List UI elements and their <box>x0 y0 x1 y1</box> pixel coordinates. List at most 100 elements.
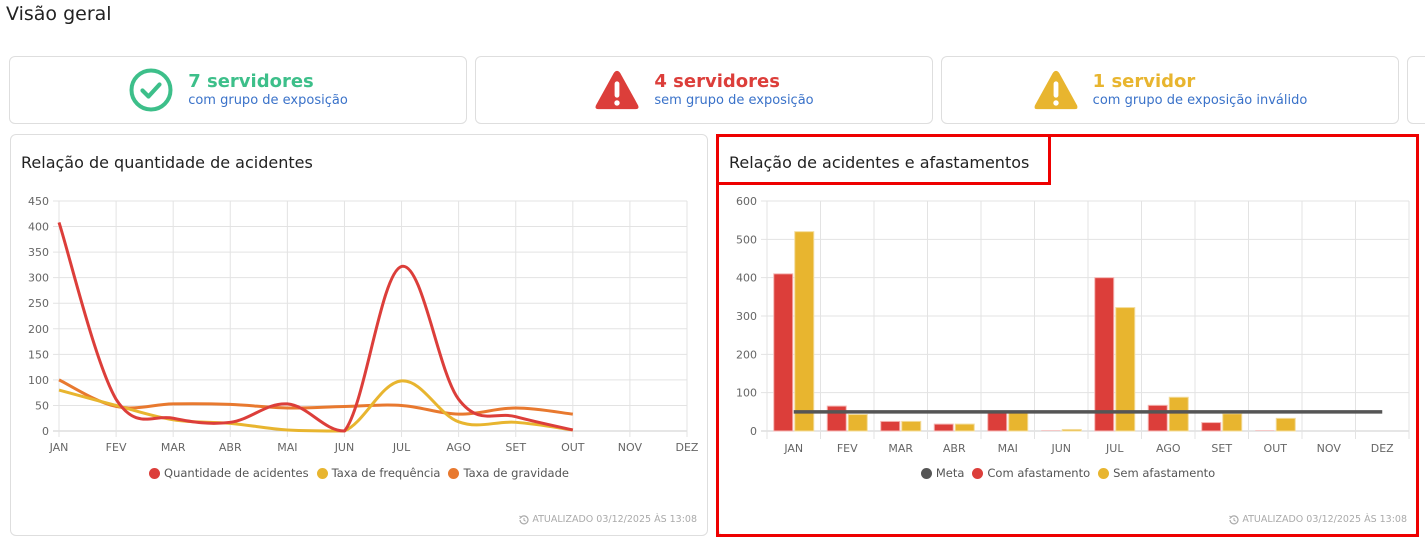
bar[interactable] <box>1255 430 1275 431</box>
x-tick-label: DEZ <box>1371 442 1394 455</box>
y-tick-label: 100 <box>28 374 49 387</box>
y-tick-label: 150 <box>28 348 49 361</box>
updated-text: ATUALIZADO 03/12/2025 ÀS 13:08 <box>1242 514 1407 525</box>
series-line[interactable] <box>58 379 574 433</box>
updated-timestamp: ATUALIZADO 03/12/2025 ÀS 13:08 <box>1229 514 1407 525</box>
y-tick-label: 200 <box>28 323 49 336</box>
y-tick-label: 300 <box>736 310 757 323</box>
series-line[interactable] <box>57 222 574 433</box>
y-tick-label: 100 <box>736 387 757 400</box>
x-tick-label: NOV <box>618 441 643 454</box>
updated-timestamp: ATUALIZADO 03/12/2025 ÀS 13:08 <box>519 514 697 525</box>
accidents-line-chart[interactable]: 0 50 100 150 200 250 300 350 400 450 JAN FEV MAR ABR M… <box>11 135 709 495</box>
x-tick-label: SET <box>505 441 526 454</box>
y-tick-label: 400 <box>736 272 757 285</box>
bar[interactable] <box>1168 396 1189 432</box>
y-tick-label: 0 <box>42 425 49 438</box>
x-tick-label: FEV <box>106 441 127 454</box>
leaves-chart-panel: Relação de acidentes e afastamentos 0 100… <box>718 134 1418 536</box>
leaves-bar-chart[interactable]: 0 100 200 300 400 500 600 JAN FEV MAR ABR MAI JUN JUL… <box>719 135 1419 495</box>
bar[interactable] <box>1041 430 1061 431</box>
bar[interactable] <box>901 420 922 432</box>
panel-title: Relação de quantidade de acidentes <box>21 153 313 172</box>
x-tick-label: AGO <box>446 441 471 454</box>
x-tick-label: JUN <box>334 441 355 454</box>
x-tick-label: OUT <box>1264 442 1288 455</box>
y-tick-label: 600 <box>736 195 757 208</box>
stat-value: 1 servidor <box>1092 71 1196 92</box>
legend-dot-icon <box>1098 467 1110 479</box>
y-tick-label: 400 <box>28 221 49 234</box>
warning-triangle-icon <box>1033 67 1079 113</box>
y-tick-label: 250 <box>28 297 49 310</box>
legend-label: Com afastamento <box>987 466 1091 480</box>
bar[interactable] <box>1061 428 1082 432</box>
x-tick-label: DEZ <box>676 441 699 454</box>
legend-label: Taxa de frequência <box>331 466 441 480</box>
y-tick-label: 0 <box>750 425 757 438</box>
legend-item-frequency[interactable]: Taxa de frequência <box>316 466 441 480</box>
y-tick-label: 500 <box>736 233 757 246</box>
x-tick-label: ABR <box>219 441 242 454</box>
bar[interactable] <box>987 411 1008 432</box>
history-icon <box>519 514 529 524</box>
legend-dot-icon <box>149 467 161 479</box>
bar[interactable] <box>1115 307 1136 432</box>
bar[interactable] <box>794 231 815 432</box>
x-tick-label: MAR <box>161 441 186 454</box>
legend-item-quantity[interactable]: Quantidade de acidentes <box>149 466 309 480</box>
stat-description: com grupo de exposição <box>188 93 348 108</box>
x-tick-label: AGO <box>1156 442 1181 455</box>
check-circle-icon <box>128 67 174 113</box>
bar[interactable] <box>1222 413 1243 432</box>
bar[interactable] <box>1201 422 1222 432</box>
x-tick-label: SET <box>1211 442 1232 455</box>
legend-item-meta[interactable]: Meta <box>920 466 964 480</box>
chart-legend: Meta Com afastamento Sem afastamento <box>719 466 1417 480</box>
stat-card-with-exposure-group[interactable]: 7 servidores com grupo de exposição <box>9 56 467 124</box>
bar[interactable] <box>954 423 975 432</box>
warning-triangle-icon <box>594 67 640 113</box>
legend-label: Quantidade de acidentes <box>164 466 309 480</box>
y-tick-label: 350 <box>28 246 49 259</box>
legend-label: Sem afastamento <box>1113 466 1216 480</box>
stat-card-without-exposure-group[interactable]: 4 servidores sem grupo de exposição <box>475 56 933 124</box>
legend-item-without-leave[interactable]: Sem afastamento <box>1098 466 1215 480</box>
y-tick-label: 300 <box>28 272 49 285</box>
x-tick-label: NOV <box>1317 442 1342 455</box>
updated-text: ATUALIZADO 03/12/2025 ÀS 13:08 <box>532 514 697 525</box>
legend-item-severity[interactable]: Taxa de gravidade <box>448 466 569 480</box>
legend-dot-icon <box>316 467 328 479</box>
series-line[interactable] <box>58 378 573 416</box>
legend-dot-icon <box>920 467 932 479</box>
bar[interactable] <box>1094 277 1115 432</box>
chart-legend: Quantidade de acidentes Taxa de frequênc… <box>11 466 707 480</box>
x-tick-label: MAI <box>998 442 1018 455</box>
bar[interactable] <box>1147 404 1168 432</box>
stat-description: sem grupo de exposição <box>654 93 814 108</box>
stat-value: 4 servidores <box>654 71 780 92</box>
panel-title: Relação de acidentes e afastamentos <box>729 153 1030 172</box>
x-tick-label: ABR <box>943 442 966 455</box>
x-tick-label: JUL <box>1105 442 1124 455</box>
x-tick-label: FEV <box>837 442 858 455</box>
history-icon <box>1229 514 1239 524</box>
x-tick-label: OUT <box>561 441 585 454</box>
y-tick-label: 450 <box>28 195 49 208</box>
bar[interactable] <box>1275 417 1296 432</box>
stat-card-invalid-exposure-group[interactable]: 1 servidor com grupo de exposição inváli… <box>941 56 1399 124</box>
bar[interactable] <box>847 414 868 432</box>
bar[interactable] <box>773 273 794 432</box>
bar[interactable] <box>880 420 901 432</box>
stat-value: 7 servidores <box>188 71 314 92</box>
bar[interactable] <box>1008 411 1029 432</box>
bar[interactable] <box>933 423 954 432</box>
x-tick-label: JUL <box>392 441 411 454</box>
bar[interactable] <box>826 405 847 432</box>
legend-item-with-leave[interactable]: Com afastamento <box>972 466 1090 480</box>
x-tick-label: MAR <box>888 442 913 455</box>
stat-card-partial[interactable] <box>1407 56 1425 124</box>
y-tick-label: 50 <box>35 399 49 412</box>
legend-label: Taxa de gravidade <box>463 466 569 480</box>
legend-dot-icon <box>972 467 984 479</box>
